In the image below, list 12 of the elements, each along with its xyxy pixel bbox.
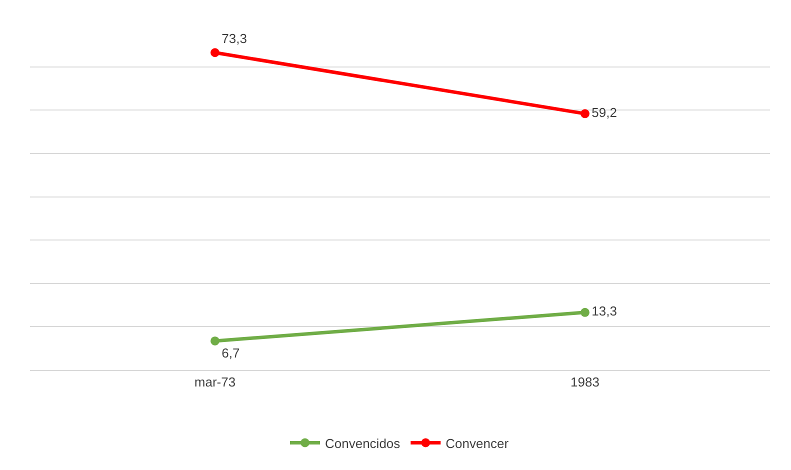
x-tick-label: mar-73 bbox=[194, 374, 236, 390]
point bbox=[210, 336, 220, 346]
point bbox=[580, 308, 590, 317]
data-label: 73,3 bbox=[222, 30, 247, 46]
legend-label: Convencer bbox=[446, 436, 510, 451]
point bbox=[210, 48, 220, 58]
data-label: 13,3 bbox=[592, 304, 617, 319]
point bbox=[580, 109, 590, 118]
legend-label: Convencidos bbox=[325, 436, 401, 451]
x-tick-label: 1983 bbox=[570, 374, 600, 390]
data-label: 59,2 bbox=[592, 104, 617, 120]
data-label: 6,7 bbox=[222, 345, 240, 360]
